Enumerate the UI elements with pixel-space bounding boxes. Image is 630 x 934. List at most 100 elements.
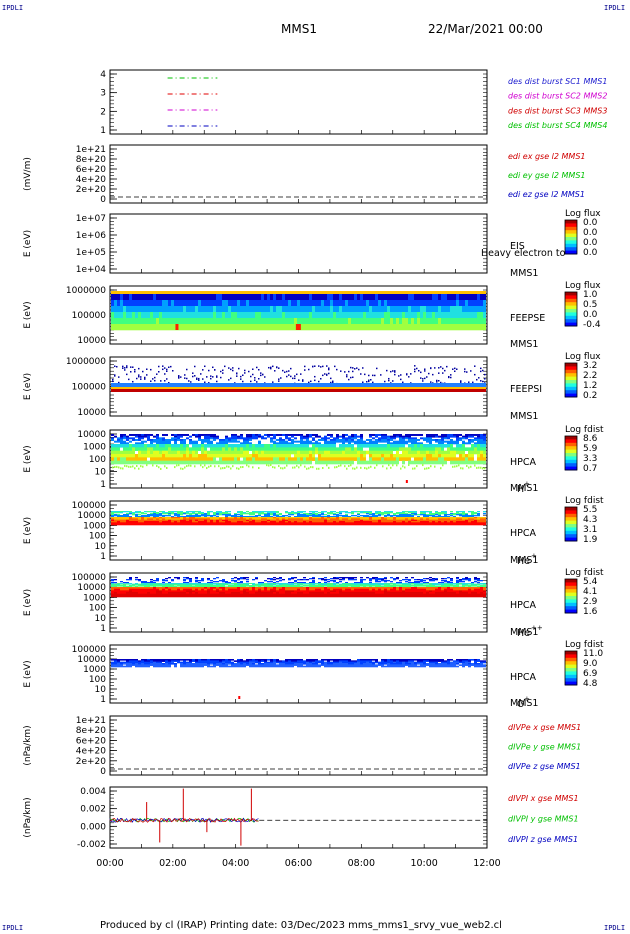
hpca-he-spectrogram-cell <box>204 516 207 518</box>
hpca-he-spectrogram-cell <box>198 519 201 522</box>
hpca-hepp-colorbar-swatch <box>565 592 577 597</box>
hpca-he-spectrogram-cell <box>423 517 426 519</box>
hpca-h-spectrogram-cell <box>411 447 414 451</box>
hpca-he-spectrogram-cell <box>441 522 444 524</box>
hpca-he-spectrogram-cell <box>330 517 333 519</box>
feepse-spectrogram-cell <box>267 318 270 325</box>
feepse-spectrogram-cell <box>321 300 324 307</box>
hpca-hepp-spectrogram-cell <box>186 582 189 584</box>
hpca-he-spectrogram-cell <box>300 512 303 514</box>
hpca-hepp-spectrogram-cell <box>459 581 462 583</box>
hpca-he-spectrogram-cell <box>150 521 153 523</box>
feepse-spectrogram-cell <box>354 300 357 307</box>
hpca-h-spectrogram-cell <box>426 444 429 448</box>
hpca-h-low-point <box>370 465 372 468</box>
hpca-he-spectrogram-cell <box>330 522 333 524</box>
hpca-hepp-spectrogram-cell <box>369 578 372 580</box>
hpca-h-spectrogram-cell <box>315 457 318 461</box>
hpca-he-spectrogram-cell <box>282 522 285 524</box>
hpca-h-spectrogram-cell <box>474 450 477 455</box>
hpca-he-spectrogram-cell <box>477 514 480 516</box>
hpca-hepp-spectrogram-cell <box>201 584 204 586</box>
hpca-he-spectrogram-cell <box>336 512 339 514</box>
hpca-h-spectrogram-cell <box>165 439 168 441</box>
hpca-he-spectrogram-cell <box>144 513 147 515</box>
hpca-hepp-spectrogram-cell <box>141 586 144 588</box>
feepse-spectrogram-cell <box>327 312 330 319</box>
hpca-he-spectrogram-cell <box>309 511 312 513</box>
hpca-h-spectrogram-cell <box>471 444 474 448</box>
hpca-he-spectrogram-cell <box>456 511 459 513</box>
feepse-spectrogram-cell <box>438 306 441 313</box>
hpca-h-spectrogram-cell <box>138 460 141 465</box>
hpca-h-spectrogram-cell <box>219 450 222 455</box>
hpca-h-low-point <box>474 464 476 467</box>
hpca-he-spectrogram-cell <box>384 515 387 517</box>
hpca-h-spectrogram-cell <box>483 442 486 445</box>
feepse-spectrogram-cell <box>276 300 279 307</box>
hpca-he-spectrogram-cell <box>183 517 186 519</box>
hpca-he-spectrogram-cell <box>354 521 357 523</box>
hpca-he-spectrogram-cell <box>438 513 441 515</box>
hpca-he-spectrogram-cell <box>435 519 438 522</box>
feepse-spectrogram-cell <box>306 312 309 319</box>
hpca-h-spectrogram-cell <box>369 454 372 458</box>
hpca-h-spectrogram-cell <box>141 457 144 461</box>
hpca-he-spectrogram-cell <box>222 521 225 523</box>
hpca-he-spectrogram-cell <box>459 522 462 524</box>
hpca-he-spectrogram-cell <box>261 512 264 514</box>
hpca-he-spectrogram-cell <box>423 521 426 523</box>
feepse-spectrogram-cell <box>162 312 165 319</box>
hpca-h-spectrogram-cell <box>123 444 126 448</box>
hpca-h-spectrogram-cell <box>201 447 204 451</box>
hpca-he-spectrogram-cell <box>237 519 240 522</box>
hpca-he-spectrogram-cell <box>423 514 426 516</box>
hpca-h-spectrogram-cell <box>138 442 141 445</box>
hpca-h-spectrogram-cell <box>321 447 324 451</box>
hpca-h-spectrogram-cell <box>153 439 156 441</box>
hpca-h-spectrogram-cell <box>198 434 201 436</box>
feepse-spectrogram-cell <box>258 324 261 331</box>
hpca-he-spectrogram-cell <box>195 516 198 518</box>
hpca-h-spectrogram-cell <box>117 440 120 443</box>
hpca-he-spectrogram-cell <box>315 523 318 526</box>
hpca-hepp-spectrogram-cell <box>204 584 207 586</box>
feepse-spectrogram-cell <box>456 312 459 319</box>
hpca-he-spectrogram-cell <box>384 522 387 524</box>
hpca-h-spectrogram-cell <box>462 447 465 451</box>
hpca-h-low-point <box>128 465 130 468</box>
hpca-he-spectrogram-cell <box>336 521 339 523</box>
feepsi-sparse-point <box>454 370 456 373</box>
hpca-h-spectrogram-cell <box>171 450 174 455</box>
hpca-h-spectrogram-cell <box>408 435 411 438</box>
hpca-h-species-charge: + <box>524 480 530 488</box>
hpca-he-spectrogram-cell <box>153 521 156 523</box>
hpca-he-spectrogram-cell <box>186 521 189 523</box>
hpca-h-spectrogram-cell <box>246 434 249 436</box>
feepse-spectrogram-cell <box>396 318 399 325</box>
hpca-hepp-spectrogram-cell <box>342 577 345 579</box>
hpca-h-spectrogram-cell <box>408 439 411 441</box>
hpca-h-spectrogram-cell <box>387 457 390 461</box>
hpca-h-spectrogram-cell <box>357 460 360 465</box>
feepse-spectrogram-cell <box>423 300 426 307</box>
feepse-spectrogram-cell <box>471 306 474 313</box>
hpca-h-spectrogram-cell <box>315 442 318 445</box>
hpca-he-spectrogram-cell <box>162 518 165 520</box>
hpca-hepp-spectrogram-cell <box>210 585 213 586</box>
hpca-he-spectrogram-cell <box>414 512 417 514</box>
feepse-spectrogram-cell <box>228 306 231 313</box>
hpca-he-spectrogram-cell <box>276 516 279 518</box>
hpca-h-low-point <box>456 465 458 468</box>
hpca-h-spectrogram-cell <box>111 457 114 461</box>
hpca-h-spectrogram-cell <box>138 454 141 458</box>
hpca-h-spectrogram-cell <box>141 460 144 465</box>
feepsi-sparse-point <box>440 381 442 384</box>
hpca-he-spectrogram-cell <box>156 517 159 519</box>
hpca-he-spectrogram-cell <box>270 513 273 515</box>
hpca-he-spectrogram-cell <box>411 512 414 514</box>
hpca-he-spectrogram-cell <box>297 513 300 515</box>
feepse-spectrogram-cell <box>357 306 360 313</box>
hpca-h-spectrogram-cell <box>159 450 162 455</box>
